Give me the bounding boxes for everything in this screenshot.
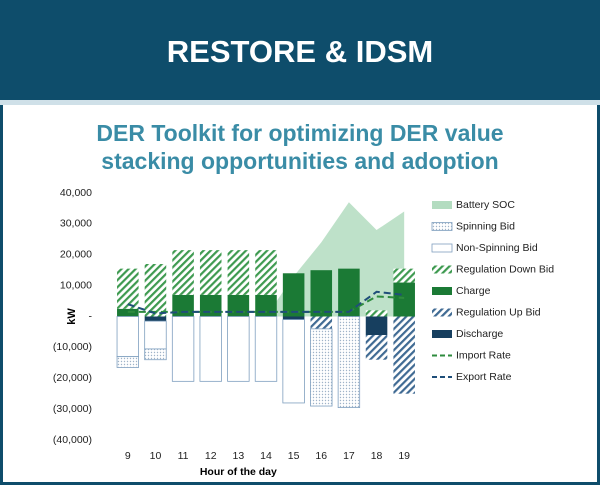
bar-segment xyxy=(199,294,222,317)
legend-swatch xyxy=(431,243,453,253)
bar-segment xyxy=(337,316,361,408)
bar-segment xyxy=(282,319,305,404)
x-tick-label: 19 xyxy=(398,450,410,462)
legend-label: Import Rate xyxy=(456,349,511,361)
bar-segment xyxy=(365,310,388,317)
bar-segment xyxy=(393,268,415,283)
legend-label: Discharge xyxy=(456,328,503,340)
x-tick-label: 11 xyxy=(178,450,189,462)
x-tick-label: 9 xyxy=(125,450,131,462)
y-tick-label: 20,000 xyxy=(60,249,92,261)
subtitle: stacking opportunities and adoption xyxy=(101,148,498,174)
x-tick-label: 12 xyxy=(205,450,217,462)
legend-label: Non-Spinning Bid xyxy=(456,242,538,254)
header-rule xyxy=(0,100,600,105)
legend-label: Regulation Up Bid xyxy=(456,306,541,318)
legend-swatch xyxy=(432,287,452,295)
bar-segment xyxy=(365,335,388,360)
y-tick-label: (40,000) xyxy=(53,434,92,446)
bar-segment xyxy=(144,348,167,361)
bar-segment xyxy=(393,282,415,317)
subtitle: DER Toolkit for optimizing DER value xyxy=(96,120,503,146)
bar-segment xyxy=(255,294,277,317)
legend-swatch xyxy=(431,222,453,231)
bar-segment xyxy=(282,273,305,317)
bar-segment xyxy=(227,250,250,295)
y-axis-label: kW xyxy=(66,308,78,325)
bar-segment xyxy=(117,268,139,309)
legend-label: Export Rate xyxy=(456,371,512,383)
header-title: RESTORE & IDSM xyxy=(167,34,433,69)
bar-segment xyxy=(282,316,305,320)
y-tick-label: 30,000 xyxy=(60,218,92,230)
bar-segment xyxy=(171,316,195,382)
y-tick-label: (20,000) xyxy=(53,372,92,384)
bar-segment xyxy=(172,250,194,295)
bar-segment xyxy=(255,250,277,295)
bar-segment xyxy=(338,268,360,317)
line xyxy=(127,290,405,315)
x-tick-label: 15 xyxy=(288,450,300,462)
x-tick-label: 10 xyxy=(150,450,162,462)
legend-label: Battery SOC xyxy=(456,199,515,211)
bar-segment xyxy=(199,250,222,295)
bar-segment xyxy=(310,270,333,317)
bar-segment xyxy=(144,320,167,350)
x-axis-label: Hour of the day xyxy=(200,466,277,478)
bar-segment xyxy=(144,264,167,317)
x-tick-label: 16 xyxy=(315,450,327,462)
bar-segment xyxy=(116,356,139,368)
legend-label: Spinning Bid xyxy=(456,220,515,232)
bar-segment xyxy=(365,316,388,336)
bar-segment xyxy=(227,294,250,317)
y-tick-label: 40,000 xyxy=(60,187,92,199)
legend-label: Charge xyxy=(456,285,491,297)
x-tick-label: 17 xyxy=(343,450,355,462)
bar-segment xyxy=(144,316,167,322)
legend-label: Regulation Down Bid xyxy=(456,263,554,275)
legend-swatch xyxy=(432,308,452,317)
legend-swatch xyxy=(432,330,452,338)
y-tick-label: (30,000) xyxy=(53,403,92,415)
bar-segment xyxy=(310,328,333,407)
chart: 40,000 30,000 20,000 10,000 - (10,000) (20,000… xyxy=(53,187,554,478)
x-tick-label: 14 xyxy=(260,450,272,462)
header-band xyxy=(0,0,600,100)
bar-segment xyxy=(310,316,333,329)
legend-swatch xyxy=(432,265,452,274)
y-tick-label: (10,000) xyxy=(53,341,92,353)
bar-segment xyxy=(199,316,222,382)
bar-segment xyxy=(116,316,139,358)
bar-segment xyxy=(227,316,250,382)
bar-segment xyxy=(393,316,415,394)
x-tick-label: 18 xyxy=(371,450,383,462)
x-tick-label: 13 xyxy=(233,450,245,462)
area xyxy=(127,202,405,317)
bar-segment xyxy=(117,308,139,317)
bar-segment xyxy=(254,316,278,382)
legend-swatch xyxy=(432,201,452,209)
y-tick-label: - xyxy=(89,310,93,322)
y-tick-label: 10,000 xyxy=(60,279,92,291)
